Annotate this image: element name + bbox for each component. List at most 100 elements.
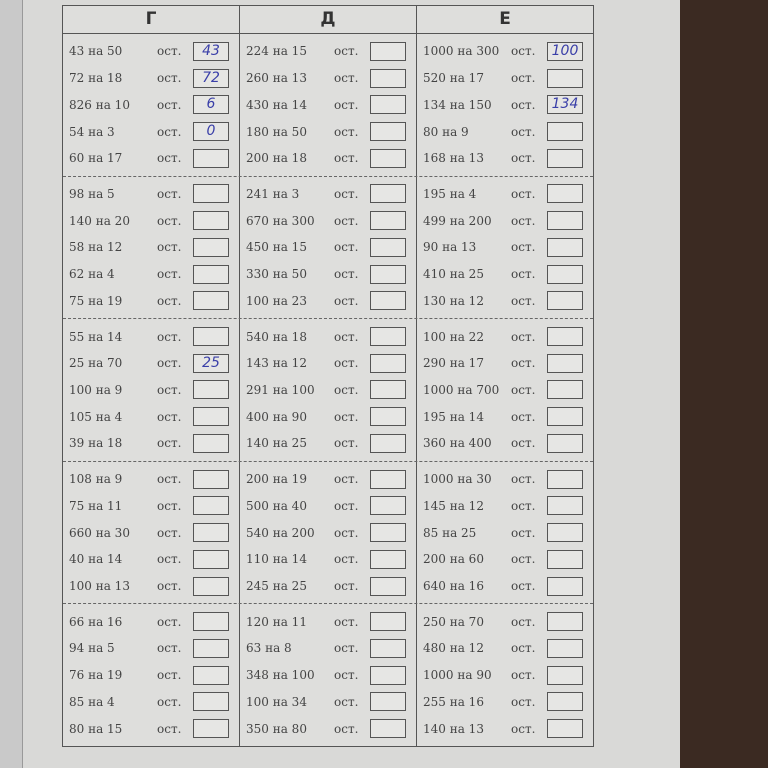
remainder-label: ост. bbox=[334, 186, 359, 201]
exercise-column: 100 на 22 ост. 290 на 17 ост. 1000 на 700 ост… bbox=[417, 319, 593, 461]
answer-box[interactable] bbox=[370, 264, 406, 284]
answer-box[interactable] bbox=[547, 692, 583, 712]
answer-box[interactable] bbox=[193, 576, 229, 596]
answer-box[interactable] bbox=[370, 237, 406, 257]
exercise-row: 540 на 18 ост. bbox=[246, 326, 410, 348]
answer-box[interactable] bbox=[370, 665, 406, 685]
answer-box[interactable]: 25 bbox=[193, 353, 229, 373]
remainder-label: ост. bbox=[511, 436, 536, 451]
answer-box[interactable] bbox=[370, 380, 406, 400]
exercise-row: 499 на 200 ост. bbox=[423, 210, 587, 232]
answer-box[interactable] bbox=[370, 184, 406, 204]
answer-box[interactable] bbox=[370, 407, 406, 427]
answer-box[interactable] bbox=[547, 148, 583, 168]
answer-box[interactable] bbox=[370, 433, 406, 453]
answer-box[interactable] bbox=[193, 264, 229, 284]
answer-box[interactable] bbox=[370, 148, 406, 168]
answer-box[interactable] bbox=[370, 95, 406, 115]
answer-box[interactable] bbox=[193, 237, 229, 257]
answer-box[interactable] bbox=[370, 41, 406, 61]
answer-box[interactable] bbox=[370, 719, 406, 739]
answer-box[interactable] bbox=[547, 211, 583, 231]
answer-box[interactable] bbox=[370, 211, 406, 231]
answer-box[interactable] bbox=[547, 407, 583, 427]
exercise-block: 43 на 50 ост. 43 72 на 18 ост. 72 826 на 10 ост… bbox=[63, 34, 593, 177]
answer-box[interactable] bbox=[547, 433, 583, 453]
exercise-row: 291 на 100 ост. bbox=[246, 379, 410, 401]
answer-box[interactable] bbox=[193, 211, 229, 231]
exercise-row: 100 на 22 ост. bbox=[423, 326, 587, 348]
answer-box[interactable] bbox=[370, 638, 406, 658]
answer-box[interactable] bbox=[370, 469, 406, 489]
answer-box[interactable] bbox=[370, 576, 406, 596]
answer-box[interactable] bbox=[370, 353, 406, 373]
answer-box[interactable] bbox=[193, 291, 229, 311]
answer-box[interactable]: 0 bbox=[193, 122, 229, 142]
division-expression: 145 на 12 bbox=[423, 498, 484, 513]
answer-box[interactable] bbox=[547, 523, 583, 543]
remainder-label: ост. bbox=[511, 267, 536, 282]
answer-box[interactable] bbox=[193, 327, 229, 347]
answer-box[interactable] bbox=[193, 638, 229, 658]
answer-box[interactable] bbox=[547, 237, 583, 257]
answer-box[interactable] bbox=[370, 523, 406, 543]
answer-box[interactable] bbox=[193, 612, 229, 632]
answer-box[interactable] bbox=[370, 327, 406, 347]
answer-box[interactable] bbox=[547, 291, 583, 311]
answer-box[interactable] bbox=[193, 665, 229, 685]
answer-box[interactable] bbox=[370, 68, 406, 88]
answer-box[interactable] bbox=[547, 719, 583, 739]
answer-box[interactable] bbox=[193, 380, 229, 400]
exercise-column: 66 на 16 ост. 94 на 5 ост. 76 на 19 ост. 85 на… bbox=[63, 604, 240, 746]
remainder-label: ост. bbox=[511, 97, 536, 112]
answer-box[interactable]: 100 bbox=[547, 41, 583, 61]
answer-box[interactable]: 43 bbox=[193, 41, 229, 61]
remainder-label: ост. bbox=[511, 668, 536, 683]
answer-box[interactable] bbox=[193, 433, 229, 453]
exercise-column: 55 на 14 ост. 25 на 70 ост. 25 100 на 9 ост. 10… bbox=[63, 319, 240, 461]
answer-box[interactable] bbox=[193, 496, 229, 516]
answer-box[interactable] bbox=[193, 148, 229, 168]
exercise-row: 108 на 9 ост. bbox=[69, 468, 233, 490]
answer-box[interactable] bbox=[547, 576, 583, 596]
answer-box[interactable]: 72 bbox=[193, 68, 229, 88]
answer-box[interactable] bbox=[547, 638, 583, 658]
remainder-label: ост. bbox=[334, 498, 359, 513]
answer-box[interactable] bbox=[547, 353, 583, 373]
answer-box[interactable]: 6 bbox=[193, 95, 229, 115]
answer-box[interactable] bbox=[193, 407, 229, 427]
answer-box[interactable] bbox=[193, 719, 229, 739]
answer-box[interactable] bbox=[547, 469, 583, 489]
answer-box[interactable]: 134 bbox=[547, 95, 583, 115]
answer-box[interactable] bbox=[547, 264, 583, 284]
answer-box[interactable] bbox=[370, 549, 406, 569]
answer-box[interactable] bbox=[370, 122, 406, 142]
answer-box[interactable] bbox=[547, 122, 583, 142]
answer-box[interactable] bbox=[193, 184, 229, 204]
exercise-row: 410 на 25 ост. bbox=[423, 263, 587, 285]
division-expression: 134 на 150 bbox=[423, 97, 492, 112]
remainder-label: ост. bbox=[511, 472, 536, 487]
answer-box[interactable] bbox=[547, 612, 583, 632]
answer-box[interactable] bbox=[370, 612, 406, 632]
answer-box[interactable] bbox=[547, 68, 583, 88]
answer-box[interactable] bbox=[370, 496, 406, 516]
answer-box[interactable] bbox=[370, 291, 406, 311]
division-expression: 348 на 100 bbox=[246, 668, 315, 683]
answer-box[interactable] bbox=[547, 327, 583, 347]
answer-box[interactable] bbox=[370, 692, 406, 712]
answer-box[interactable] bbox=[547, 380, 583, 400]
answer-box[interactable] bbox=[193, 523, 229, 543]
division-expression: 80 на 15 bbox=[69, 721, 123, 736]
answer-box[interactable] bbox=[547, 496, 583, 516]
remainder-label: ост. bbox=[157, 71, 182, 86]
answer-box[interactable] bbox=[547, 549, 583, 569]
answer-box[interactable] bbox=[193, 692, 229, 712]
exercise-row: 100 на 34 ост. bbox=[246, 691, 410, 713]
remainder-label: ост. bbox=[511, 329, 536, 344]
answer-box[interactable] bbox=[547, 184, 583, 204]
answer-box[interactable] bbox=[547, 665, 583, 685]
answer-box[interactable] bbox=[193, 469, 229, 489]
answer-box[interactable] bbox=[193, 549, 229, 569]
remainder-label: ост. bbox=[157, 124, 182, 139]
